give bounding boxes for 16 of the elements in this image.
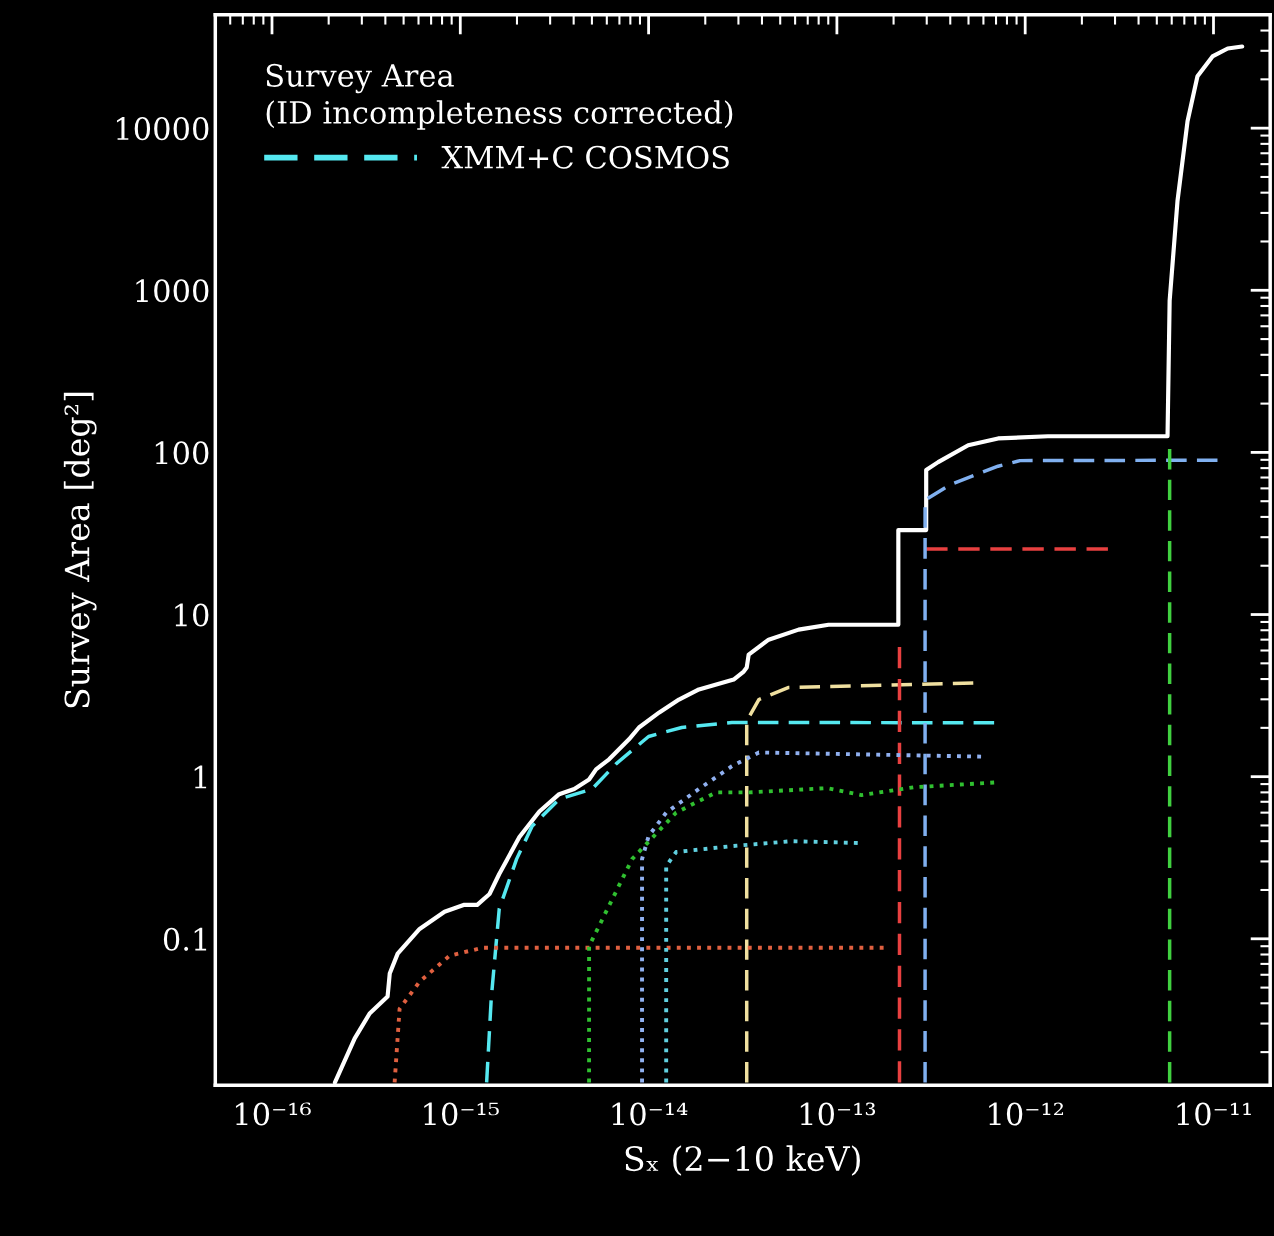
y-axis-title: Survey Area [deg²] bbox=[63, 392, 97, 708]
y-tick-label: 1 bbox=[194, 765, 207, 789]
x-tick-label: 10⁻¹⁶ bbox=[235, 1102, 311, 1126]
x-axis-title: Sₓ (2−10 keV) bbox=[625, 1145, 860, 1176]
x-tick-label: 10⁻¹³ bbox=[800, 1102, 876, 1126]
y-tick-label: 10000 bbox=[116, 117, 209, 141]
y-tick-label: 1000 bbox=[136, 279, 209, 303]
x-tick-label: 10⁻¹¹ bbox=[1177, 1102, 1251, 1126]
legend-title: Survey Area (ID incompleteness corrected) bbox=[266, 63, 733, 130]
y-tick-label: 10 bbox=[175, 603, 209, 627]
x-tick-label: 10⁻¹² bbox=[989, 1102, 1064, 1126]
y-tick-label: 0.1 bbox=[163, 927, 207, 951]
x-tick-label: 10⁻¹⁴ bbox=[612, 1102, 688, 1126]
x-tick-label: 10⁻¹⁵ bbox=[424, 1102, 499, 1126]
legend-label: XMM+C COSMOS bbox=[441, 145, 729, 169]
y-tick-label: 100 bbox=[155, 441, 209, 465]
